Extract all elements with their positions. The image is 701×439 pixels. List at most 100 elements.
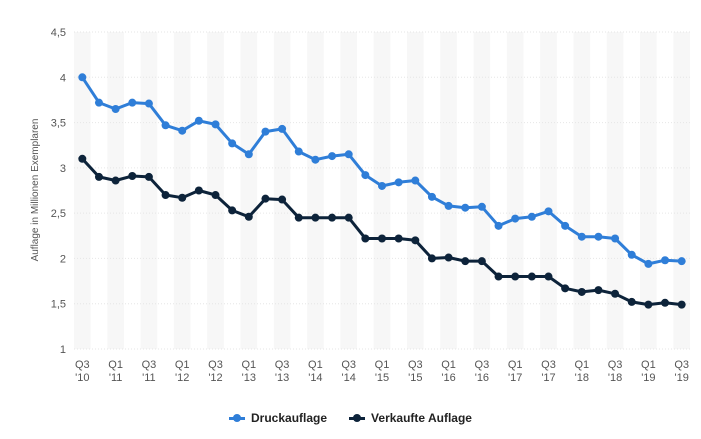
- data-point-verkaufte-auflage[interactable]: [444, 253, 453, 262]
- y-tick-label: 2,5: [51, 208, 66, 220]
- plot-band: [640, 32, 657, 349]
- data-point-druckauflage[interactable]: [94, 98, 103, 107]
- data-point-verkaufte-auflage[interactable]: [161, 191, 170, 200]
- plot-band: [340, 32, 358, 349]
- data-point-druckauflage[interactable]: [128, 98, 137, 107]
- data-point-verkaufte-auflage[interactable]: [544, 272, 553, 281]
- data-point-verkaufte-auflage[interactable]: [611, 289, 620, 298]
- data-point-verkaufte-auflage[interactable]: [344, 213, 353, 222]
- data-point-druckauflage[interactable]: [278, 124, 287, 133]
- data-point-druckauflage[interactable]: [494, 221, 503, 230]
- legend-item-verkaufte-auflage[interactable]: Verkaufte Auflage: [349, 411, 472, 425]
- x-tick-label: Q3'19: [674, 359, 689, 384]
- plot-band: [573, 32, 591, 349]
- data-point-verkaufte-auflage[interactable]: [627, 297, 636, 306]
- legend-item-druckauflage[interactable]: Druckauflage: [229, 411, 327, 425]
- data-point-druckauflage[interactable]: [611, 234, 620, 243]
- data-point-verkaufte-auflage[interactable]: [294, 213, 303, 222]
- data-point-verkaufte-auflage[interactable]: [211, 191, 220, 200]
- data-point-druckauflage[interactable]: [228, 139, 237, 148]
- data-point-verkaufte-auflage[interactable]: [261, 194, 270, 203]
- data-point-druckauflage[interactable]: [461, 203, 470, 212]
- x-tick-label: Q1'19: [641, 359, 656, 384]
- data-point-druckauflage[interactable]: [544, 207, 553, 216]
- data-point-verkaufte-auflage[interactable]: [427, 254, 436, 263]
- data-point-verkaufte-auflage[interactable]: [244, 212, 253, 221]
- data-point-druckauflage[interactable]: [378, 181, 386, 190]
- data-point-druckauflage[interactable]: [577, 232, 586, 241]
- data-point-druckauflage[interactable]: [394, 178, 403, 187]
- data-point-verkaufte-auflage[interactable]: [278, 195, 287, 204]
- data-point-verkaufte-auflage[interactable]: [78, 154, 87, 163]
- data-point-verkaufte-auflage[interactable]: [644, 300, 653, 309]
- data-point-druckauflage[interactable]: [144, 99, 153, 108]
- data-point-druckauflage[interactable]: [161, 121, 170, 130]
- x-tick-label: Q1'14: [308, 359, 323, 384]
- data-point-druckauflage[interactable]: [178, 126, 187, 135]
- data-point-verkaufte-auflage[interactable]: [511, 272, 520, 281]
- data-point-verkaufte-auflage[interactable]: [194, 186, 203, 195]
- data-point-verkaufte-auflage[interactable]: [677, 300, 686, 309]
- data-point-druckauflage[interactable]: [627, 250, 636, 259]
- data-point-verkaufte-auflage[interactable]: [228, 206, 237, 215]
- data-point-druckauflage[interactable]: [194, 116, 203, 125]
- data-point-druckauflage[interactable]: [78, 73, 87, 82]
- y-tick-label: 3,5: [51, 118, 66, 130]
- data-point-verkaufte-auflage[interactable]: [311, 213, 320, 222]
- data-point-druckauflage[interactable]: [561, 221, 570, 230]
- data-point-druckauflage[interactable]: [661, 256, 670, 265]
- data-point-druckauflage[interactable]: [111, 104, 120, 113]
- data-point-druckauflage[interactable]: [477, 202, 486, 211]
- x-axis: Q3'10 Q1'11 Q3'11 Q1'12 Q3'12 Q1'13 Q3'13 Q1'14…: [75, 359, 689, 384]
- data-point-druckauflage[interactable]: [594, 232, 603, 241]
- data-point-verkaufte-auflage[interactable]: [594, 286, 603, 295]
- data-point-druckauflage[interactable]: [211, 120, 220, 129]
- plot-band: [540, 32, 557, 349]
- data-point-druckauflage[interactable]: [261, 127, 270, 136]
- plot-band: [606, 32, 624, 349]
- data-point-verkaufte-auflage[interactable]: [411, 236, 420, 245]
- data-point-verkaufte-auflage[interactable]: [111, 176, 120, 185]
- data-point-druckauflage[interactable]: [244, 150, 253, 159]
- x-tick-label: Q3'12: [208, 359, 223, 384]
- data-point-verkaufte-auflage[interactable]: [328, 213, 337, 222]
- data-point-druckauflage[interactable]: [527, 212, 536, 221]
- data-point-druckauflage[interactable]: [328, 152, 337, 161]
- y-tick-label: 2: [60, 253, 66, 265]
- data-point-druckauflage[interactable]: [677, 257, 686, 266]
- x-tick-label: Q3'14: [341, 359, 356, 384]
- data-point-verkaufte-auflage[interactable]: [477, 257, 486, 266]
- plot-band: [373, 32, 391, 349]
- plot-band: [473, 32, 491, 349]
- data-point-druckauflage[interactable]: [427, 192, 436, 201]
- plot-band: [207, 32, 224, 349]
- x-tick-label: Q1'16: [441, 359, 456, 384]
- legend-label-druckauflage: Druckauflage: [251, 411, 328, 425]
- data-point-verkaufte-auflage[interactable]: [144, 172, 153, 181]
- data-point-druckauflage[interactable]: [411, 176, 420, 185]
- data-point-verkaufte-auflage[interactable]: [494, 272, 503, 281]
- data-point-verkaufte-auflage[interactable]: [128, 172, 137, 181]
- data-point-verkaufte-auflage[interactable]: [361, 234, 370, 243]
- data-point-verkaufte-auflage[interactable]: [394, 234, 403, 243]
- data-point-verkaufte-auflage[interactable]: [527, 272, 536, 281]
- plot-band: [273, 32, 291, 349]
- data-point-verkaufte-auflage[interactable]: [378, 234, 386, 243]
- data-point-verkaufte-auflage[interactable]: [561, 284, 570, 293]
- y-tick-label: 1,5: [51, 299, 66, 311]
- data-point-druckauflage[interactable]: [511, 214, 520, 223]
- data-point-druckauflage[interactable]: [361, 171, 370, 180]
- legend-label-verkaufte-auflage: Verkaufte Auflage: [371, 411, 472, 425]
- data-point-verkaufte-auflage[interactable]: [178, 193, 187, 202]
- data-point-druckauflage[interactable]: [344, 150, 353, 159]
- data-point-verkaufte-auflage[interactable]: [461, 257, 470, 266]
- data-point-druckauflage[interactable]: [444, 201, 453, 210]
- plot-band: [307, 32, 324, 349]
- data-point-druckauflage[interactable]: [311, 155, 320, 164]
- data-point-druckauflage[interactable]: [294, 147, 303, 156]
- data-point-druckauflage[interactable]: [644, 259, 653, 268]
- data-point-verkaufte-auflage[interactable]: [94, 172, 103, 181]
- data-point-verkaufte-auflage[interactable]: [577, 287, 586, 296]
- data-point-verkaufte-auflage[interactable]: [661, 298, 670, 307]
- x-tick-label: Q1'17: [508, 359, 523, 384]
